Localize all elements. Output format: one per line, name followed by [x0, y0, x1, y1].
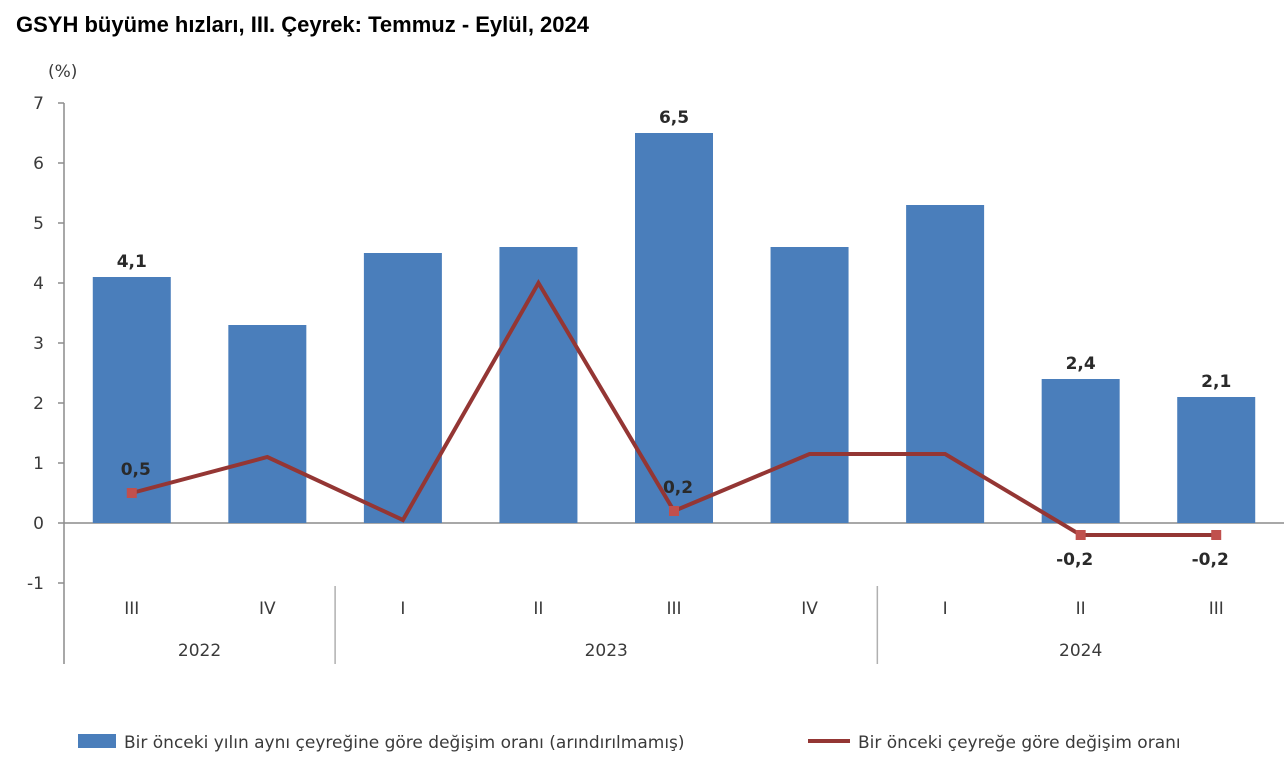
y-tick-label: 7 — [33, 94, 44, 114]
y-tick-label: 6 — [33, 154, 44, 174]
bar — [228, 325, 307, 523]
y-tick-label: 3 — [33, 334, 44, 354]
bar — [363, 253, 442, 523]
y-tick-label: 2 — [33, 394, 44, 414]
line-point-marker — [669, 506, 679, 516]
bar-value-label: 6,5 — [659, 108, 689, 128]
line-value-label: 0,5 — [121, 460, 151, 480]
x-year-label: 2024 — [1059, 641, 1102, 661]
bar — [1041, 379, 1120, 523]
y-axis-unit-label: (%) — [48, 62, 77, 82]
line-series — [126, 279, 1222, 540]
bar-value-label: 4,1 — [117, 252, 147, 272]
x-year-label: 2022 — [178, 641, 221, 661]
x-category-label: IV — [801, 599, 818, 619]
bar — [635, 133, 713, 523]
x-category-label: II — [1076, 599, 1086, 619]
bar — [499, 247, 578, 523]
y-tick-label: 1 — [33, 454, 44, 474]
x-category-label: III — [1209, 599, 1224, 619]
x-category-label: I — [400, 599, 405, 619]
x-category-label: II — [533, 599, 543, 619]
x-category-label: I — [943, 599, 948, 619]
bar — [906, 205, 985, 523]
legend-line-label: Bir önceki çeyreğe göre değişim oranı — [858, 733, 1181, 753]
y-tick-label: 5 — [33, 214, 44, 234]
x-year-label: 2023 — [585, 641, 628, 661]
bar — [1177, 397, 1256, 523]
line-value-label: -0,2 — [1056, 550, 1093, 570]
y-tick-label: -1 — [27, 574, 44, 594]
bar-value-label: 2,4 — [1066, 354, 1096, 374]
bar-series — [92, 133, 1256, 523]
x-category-label: III — [124, 599, 139, 619]
line-point-marker — [126, 488, 137, 498]
bar — [770, 247, 849, 523]
legend: Bir önceki yılın aynı çeyreğine göre değ… — [78, 733, 1181, 753]
line-point-marker — [1211, 530, 1222, 540]
line-point-marker — [1075, 530, 1086, 540]
y-tick-label: 4 — [33, 274, 44, 294]
x-category-label: IV — [259, 599, 276, 619]
line-value-label: 0,2 — [663, 478, 693, 498]
x-category-label: III — [666, 599, 681, 619]
bar-value-label: 2,1 — [1201, 372, 1231, 392]
legend-bar-label: Bir önceki yılın aynı çeyreğine göre değ… — [124, 733, 685, 753]
line-value-label: -0,2 — [1192, 550, 1229, 570]
chart-title: GSYH büyüme hızları, III. Çeyrek: Temmuz… — [16, 12, 589, 37]
data-labels: 4,1 6,5 2,4 2,1 0,5 0,2 -0,2 -0,2 — [117, 108, 1232, 570]
y-tick-label: 0 — [33, 514, 44, 534]
bar — [92, 277, 171, 523]
legend-bar-swatch — [78, 734, 116, 748]
